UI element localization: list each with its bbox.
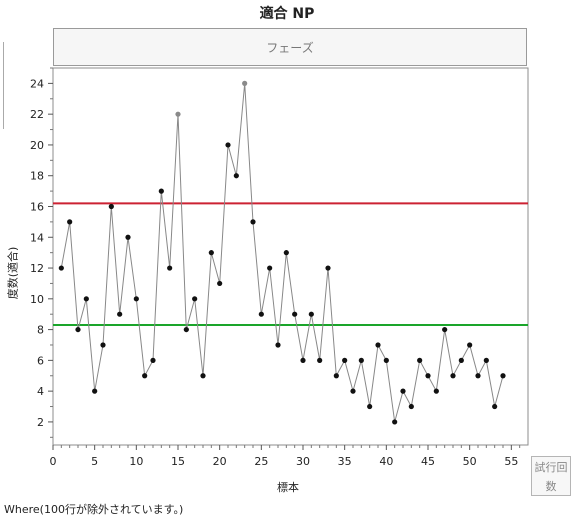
y-tick-label: 20 — [30, 139, 44, 152]
data-point — [200, 373, 206, 379]
data-point — [367, 403, 373, 410]
data-point — [300, 357, 306, 363]
data-point — [425, 373, 431, 379]
data-point — [492, 403, 498, 410]
y-tick-label: 4 — [37, 385, 44, 398]
x-tick-label: 40 — [379, 455, 393, 468]
data-point — [58, 265, 64, 271]
data-point — [325, 265, 331, 271]
where-note: Where(100行が除外されています。) — [4, 503, 184, 516]
data-point — [383, 357, 389, 363]
data-point — [117, 311, 123, 317]
data-point — [133, 296, 139, 302]
data-point — [192, 296, 198, 302]
data-point — [358, 357, 364, 363]
data-point — [92, 388, 98, 394]
y-axis-label: 度数(適合) — [6, 246, 19, 300]
x-tick-label: 35 — [338, 455, 352, 468]
data-point — [458, 357, 464, 363]
data-point — [142, 373, 148, 379]
x-axis-label: 標本 — [277, 481, 299, 494]
data-point — [150, 357, 156, 363]
data-point — [417, 357, 423, 363]
series-line — [60, 83, 504, 423]
data-point — [158, 188, 164, 194]
data-point — [100, 342, 106, 348]
trials-dropzone[interactable]: 試行回数 — [531, 456, 571, 496]
x-tick-label: 30 — [296, 455, 310, 468]
data-point — [83, 296, 89, 302]
data-point — [167, 265, 173, 271]
data-point — [267, 265, 273, 271]
data-point — [292, 311, 298, 317]
excluded-data-point — [175, 111, 181, 117]
data-point — [442, 326, 448, 333]
data-point — [125, 234, 131, 240]
y-tick-label: 16 — [30, 200, 44, 213]
data-point — [450, 373, 456, 379]
data-point — [408, 403, 414, 410]
plot-frame — [52, 67, 529, 446]
left-panel-edge — [0, 42, 4, 129]
y-tick-label: 24 — [30, 77, 44, 90]
data-point — [183, 326, 189, 333]
data-point — [342, 357, 348, 363]
data-point — [433, 388, 439, 394]
excluded-data-point — [242, 80, 248, 86]
y-tick-label: 12 — [30, 262, 44, 275]
x-tick-label: 5 — [91, 455, 98, 468]
y-tick-label: 14 — [30, 231, 44, 244]
data-point — [375, 342, 381, 348]
x-tick-label: 50 — [463, 455, 477, 468]
trials-label: 試行回数 — [534, 461, 568, 493]
data-point — [258, 311, 264, 317]
data-point — [283, 250, 289, 256]
data-point — [467, 342, 473, 348]
x-tick-label: 45 — [421, 455, 435, 468]
data-point — [217, 280, 223, 287]
data-point — [475, 373, 481, 379]
y-tick-label: 2 — [37, 416, 44, 429]
y-tick-label: 18 — [30, 170, 44, 183]
y-tick-label: 22 — [30, 108, 44, 121]
data-point — [350, 388, 356, 394]
data-point — [333, 373, 339, 379]
y-tick-label: 10 — [30, 293, 44, 306]
y-tick-label: 6 — [37, 354, 44, 367]
x-tick-label: 55 — [504, 455, 518, 468]
y-tick-label: 8 — [37, 324, 44, 337]
data-point — [400, 388, 406, 394]
data-point — [483, 357, 489, 363]
phase-dropzone[interactable]: フェーズ — [53, 28, 527, 66]
x-tick-label: 25 — [254, 455, 268, 468]
data-point — [233, 173, 239, 179]
data-point — [208, 250, 214, 256]
x-tick-label: 20 — [213, 455, 227, 468]
data-point — [275, 342, 281, 348]
phase-label: フェーズ — [266, 40, 314, 55]
x-tick-label: 10 — [129, 455, 143, 468]
data-point — [317, 357, 323, 363]
data-point — [500, 373, 506, 379]
data-point — [392, 419, 398, 425]
data-point — [67, 219, 73, 225]
data-point — [108, 203, 114, 210]
chart-title: 適合 NP — [259, 6, 315, 22]
data-point — [308, 311, 314, 317]
x-tick-label: 15 — [171, 455, 185, 468]
x-tick-label: 0 — [50, 455, 57, 468]
data-point — [250, 219, 256, 225]
data-point — [75, 326, 81, 333]
data-point — [225, 142, 231, 148]
